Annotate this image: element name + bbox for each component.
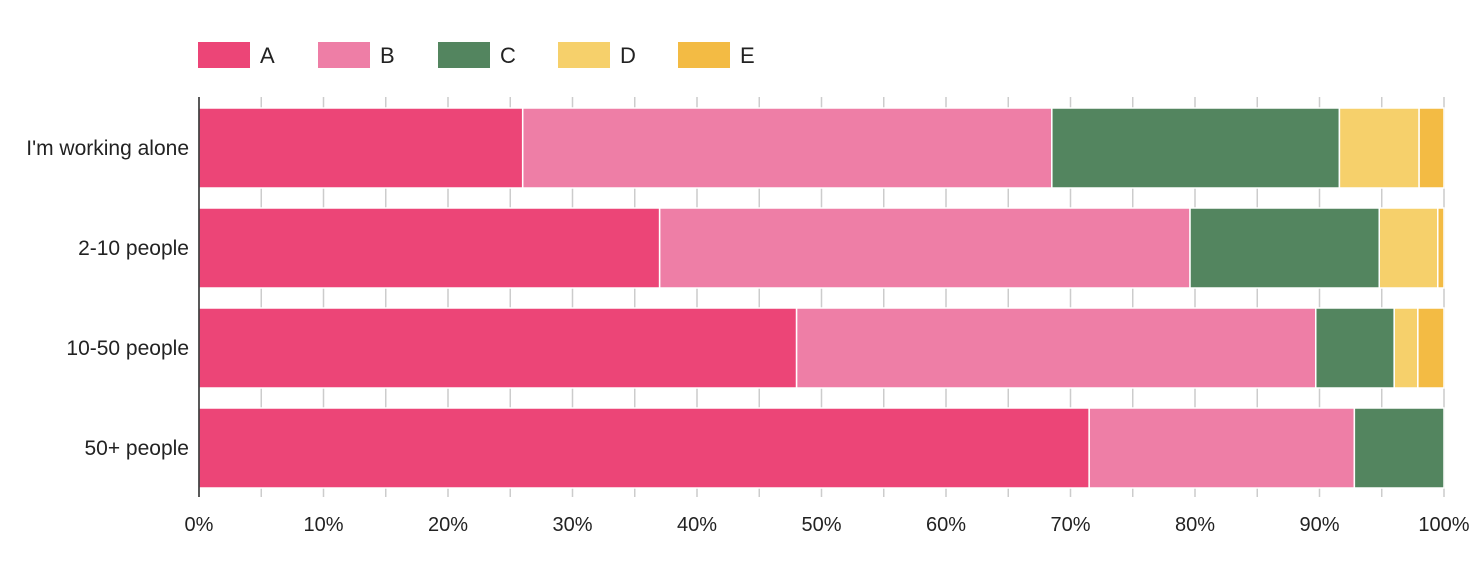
- axis: I'm working alone 2-10 people 10-50 people…: [26, 97, 1470, 536]
- x-tick-label: 90%: [1299, 514, 1339, 536]
- bar-b-1: [658, 207, 1191, 289]
- legend-label-e: E: [740, 43, 755, 68]
- legend-label-d: D: [620, 43, 636, 68]
- x-tick-label: 10%: [303, 514, 343, 536]
- bar-e-2: [1417, 307, 1445, 389]
- bar-a-0: [198, 107, 524, 189]
- category-label: I'm working alone: [26, 137, 189, 160]
- x-tick-label: 50%: [801, 514, 841, 536]
- legend-label-a: A: [260, 43, 275, 68]
- bar-e-0: [1418, 107, 1445, 189]
- x-tick-label: 70%: [1050, 514, 1090, 536]
- legend-label-c: C: [500, 43, 516, 68]
- bar-d-0: [1338, 107, 1420, 189]
- legend-swatch-d: [558, 42, 610, 68]
- x-tick-label: 100%: [1418, 514, 1469, 536]
- bar-c-0: [1051, 107, 1341, 189]
- legend-swatch-b: [318, 42, 370, 68]
- bar-c-1: [1189, 207, 1381, 289]
- x-tick-label: 20%: [428, 514, 468, 536]
- category-label: 50+ people: [84, 437, 189, 460]
- bar-c-3: [1353, 407, 1445, 489]
- bar-d-2: [1393, 307, 1419, 389]
- legend-label-b: B: [380, 43, 395, 68]
- legend: A B C D E: [198, 42, 755, 68]
- x-tick-label: 60%: [926, 514, 966, 536]
- x-tick-label: 0%: [185, 514, 214, 536]
- category-label: 10-50 people: [66, 337, 189, 360]
- bar-b-2: [795, 307, 1317, 389]
- legend-swatch-e: [678, 42, 730, 68]
- legend-swatch-a: [198, 42, 250, 68]
- bar-a-3: [198, 407, 1090, 489]
- bar-a-1: [198, 207, 661, 289]
- bar-d-1: [1378, 207, 1439, 289]
- bars: [198, 107, 1445, 489]
- bar-e-1: [1437, 207, 1445, 289]
- x-tick-label: 80%: [1175, 514, 1215, 536]
- category-label: 2-10 people: [78, 237, 189, 260]
- bar-b-0: [521, 107, 1053, 189]
- x-tick-label: 40%: [677, 514, 717, 536]
- x-tick-label: 30%: [552, 514, 592, 536]
- bar-b-3: [1088, 407, 1356, 489]
- legend-swatch-c: [438, 42, 490, 68]
- bar-a-2: [198, 307, 798, 389]
- bar-c-2: [1315, 307, 1395, 389]
